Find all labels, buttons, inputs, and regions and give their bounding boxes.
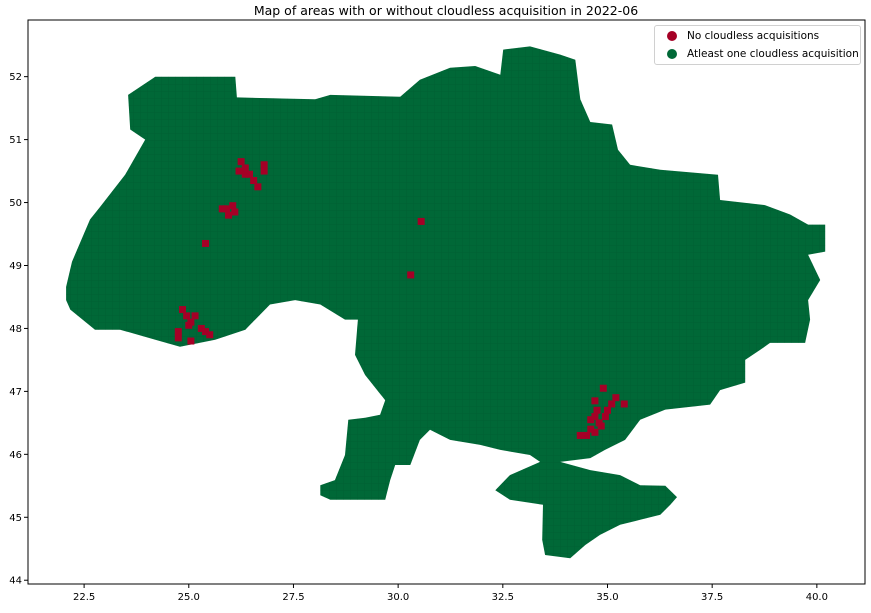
x-tick-label: 30.0	[387, 592, 409, 603]
no-cloudless-cell	[245, 170, 253, 178]
no-cloudless-cell	[183, 312, 191, 320]
no-cloudless-cell	[225, 211, 233, 219]
x-tick-label: 35.0	[596, 592, 618, 603]
no-cloudless-cell	[187, 337, 195, 345]
no-cloudless-cell	[603, 406, 611, 414]
no-cloudless-cell	[587, 425, 595, 433]
red-dot-icon	[667, 31, 677, 41]
no-cloudless-cell	[612, 394, 620, 402]
y-tick-label: 47	[9, 387, 22, 398]
y-tick-label: 51	[9, 135, 22, 146]
no-cloudless-cell	[191, 312, 199, 320]
y-tick-label: 44	[9, 576, 22, 587]
no-cloudless-cell	[185, 321, 193, 329]
no-cloudless-cell	[179, 306, 187, 314]
legend-item-cloudless: Atleast one cloudless acquisition	[655, 46, 860, 62]
x-tick-label: 22.5	[73, 592, 95, 603]
no-cloudless-cell	[174, 334, 182, 342]
no-cloudless-cell	[591, 397, 599, 405]
no-cloudless-cell	[593, 406, 601, 414]
no-cloudless-cell	[599, 384, 607, 392]
no-cloudless-cell	[620, 400, 628, 408]
legend-item-no-cloudless: No cloudless acquisitions	[655, 28, 860, 44]
chart-title: Map of areas with or without cloudless a…	[254, 3, 638, 18]
no-cloudless-cell	[608, 400, 616, 408]
no-cloudless-cell	[576, 431, 584, 439]
no-cloudless-cell	[417, 217, 425, 225]
no-cloudless-cell	[202, 239, 210, 247]
legend-label: Atleast one cloudless acquisition	[687, 48, 859, 60]
x-tick-label: 27.5	[282, 592, 304, 603]
no-cloudless-cell	[583, 431, 591, 439]
no-cloudless-cell	[241, 170, 249, 178]
x-tick-label: 37.5	[701, 592, 723, 603]
no-cloudless-cell	[206, 331, 214, 339]
x-tick-label: 32.5	[492, 592, 514, 603]
no-cloudless-cell	[407, 271, 415, 279]
x-tick-label: 40.0	[806, 592, 828, 603]
y-tick-label: 46	[9, 450, 22, 461]
legend: No cloudless acquisitions Atleast one cl…	[654, 25, 861, 65]
no-cloudless-cell	[254, 183, 262, 191]
no-cloudless-cell	[260, 167, 268, 175]
no-cloudless-cell	[241, 164, 249, 172]
tile-grid	[66, 46, 826, 559]
plot-frame	[27, 19, 866, 585]
no-cloudless-cell	[601, 413, 609, 421]
y-tick-label: 52	[9, 72, 22, 83]
no-cloudless-cell	[229, 202, 237, 210]
no-cloudless-cell	[591, 413, 599, 421]
x-tick-label: 25.0	[178, 592, 200, 603]
no-cloudless-cell	[197, 324, 205, 332]
no-cloudless-cell	[218, 205, 226, 213]
legend-label: No cloudless acquisitions	[687, 30, 820, 42]
no-cloudless-cell	[260, 161, 268, 169]
y-tick-label: 45	[9, 513, 22, 524]
y-tick-label: 50	[9, 198, 22, 209]
green-dot-icon	[667, 49, 677, 59]
no-cloudless-cell	[587, 416, 595, 424]
no-cloudless-cell	[591, 428, 599, 436]
no-cloudless-cell	[174, 328, 182, 336]
no-cloudless-cell	[597, 422, 605, 430]
no-cloudless-cell	[237, 158, 245, 166]
no-cloudless-cell	[235, 167, 243, 175]
no-cloudless-cell	[250, 177, 258, 185]
no-cloudless-cell	[202, 328, 210, 336]
no-cloudless-cell	[222, 205, 230, 213]
y-tick-label: 49	[9, 261, 22, 272]
y-tick-label: 48	[9, 324, 22, 335]
no-cloudless-cell	[231, 208, 239, 216]
